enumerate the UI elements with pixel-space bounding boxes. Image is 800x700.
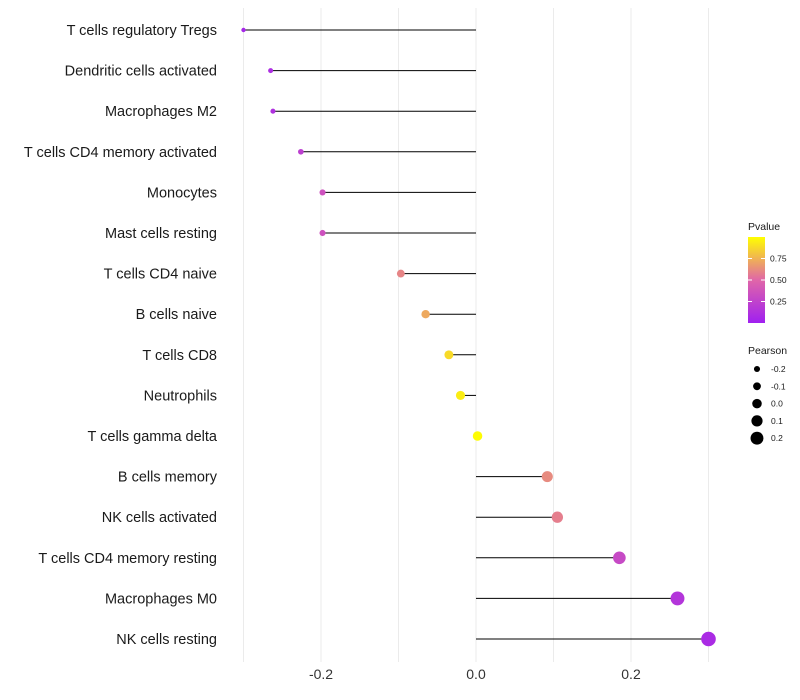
category-label: Macrophages M2 [105,104,217,120]
legend-pearson-label: 0.2 [771,433,783,443]
x-tick-label: 0.0 [466,666,486,682]
lollipop-point [670,591,685,606]
category-label: T cells regulatory Tregs [67,23,217,39]
lollipop-point [319,229,326,237]
legend-pvalue-tick-label: 0.75 [770,254,787,264]
category-label: Monocytes [147,185,217,201]
label-layer: T cells regulatory Tregs Dendritic cells … [24,23,218,648]
lollipop-point [455,390,466,400]
category-label: NK cells activated [102,510,217,526]
lollipop-point [241,27,246,33]
category-label: Neutrophils [144,388,217,404]
category-label: T cells CD4 memory activated [24,145,217,161]
category-label: Dendritic cells activated [65,64,217,80]
legend-pearson-key [751,415,763,427]
lollipop-point [613,551,626,565]
legend-pvalue-colorbar [748,237,765,323]
x-tick-label: 0.2 [621,666,641,682]
lollipop-point [268,68,274,74]
grid-layer [243,8,709,662]
lollipop-point [444,350,454,360]
lollipop-point [541,471,553,483]
category-label: NK cells resting [116,632,217,648]
legend-pearson-key [753,365,761,373]
lollipop-point [270,108,276,114]
category-label: T cells CD8 [142,348,217,364]
legend-pvalue: Pvalue 0.25 0.50 0.75 [748,221,787,323]
legend-pearson-key [753,382,761,391]
category-label: B cells naive [136,307,217,323]
category-label: T cells gamma delta [88,429,218,445]
legend-pearson-label: -0.2 [771,364,786,374]
legend-pearson-key [750,431,764,445]
lollipop-point [551,511,564,523]
category-label: T cells CD4 memory resting [38,551,217,567]
legend-pearson-label: 0.0 [771,399,783,409]
legend-pearson-label: 0.1 [771,416,783,426]
x-axis-ticks: -0.2 0.0 0.2 [309,666,641,682]
legend-pearson-label: -0.1 [771,381,786,391]
legend-pearson-key [752,398,762,409]
lollipop-point [298,148,304,155]
point-layer [241,27,716,647]
legend-pvalue-tick-label: 0.50 [770,275,787,285]
lollipop-point [472,431,483,441]
legend-pvalue-title: Pvalue [748,221,780,233]
lollipop-point [396,269,405,278]
category-label: Mast cells resting [105,226,217,242]
x-tick-label: -0.2 [309,666,333,682]
legend-pearson-title: Pearson [748,345,787,357]
category-label: Macrophages M0 [105,591,217,607]
stem-layer [243,29,709,640]
category-label: B cells memory [118,470,218,486]
lollipop-point [319,189,326,196]
lollipop-point [701,631,716,647]
legend-pearson: Pearson -0.2 -0.1 0.0 0.1 0.2 [748,345,787,445]
category-label: T cells CD4 naive [104,267,217,283]
legend-pvalue-tick-label: 0.25 [770,297,787,307]
lollipop-point [421,310,430,319]
